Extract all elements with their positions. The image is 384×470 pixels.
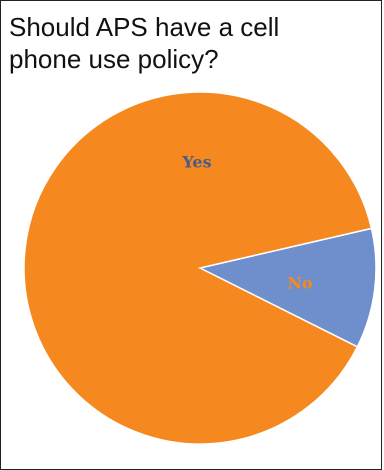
pie-chart: No Yes <box>23 91 377 445</box>
pie-slice-yes <box>23 91 373 445</box>
chart-title: Should APS have a cell phone use policy? <box>9 12 280 74</box>
pie-label-no: No <box>287 274 313 293</box>
pie-label-yes: Yes <box>181 153 211 172</box>
